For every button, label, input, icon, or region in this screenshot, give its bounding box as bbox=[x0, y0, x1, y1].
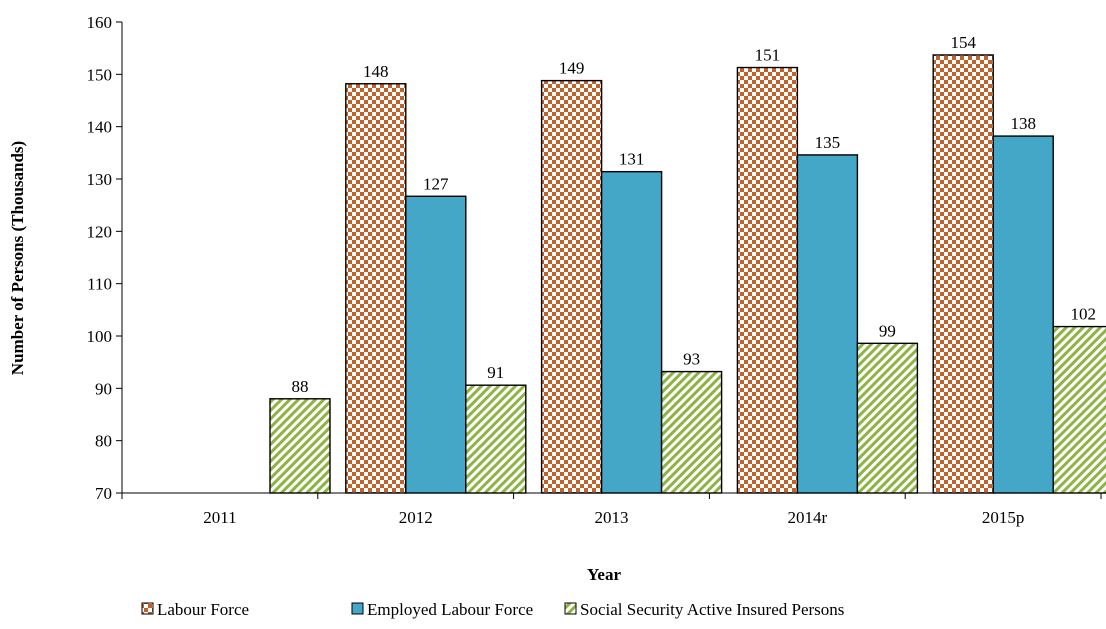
bar bbox=[465, 384, 527, 494]
x-tick-label: 2015p bbox=[982, 508, 1025, 527]
bar bbox=[660, 370, 723, 494]
y-tick-label: 140 bbox=[87, 118, 113, 137]
x-tick-label: 2013 bbox=[595, 508, 629, 527]
bar bbox=[856, 342, 919, 494]
y-tick-label: 80 bbox=[95, 432, 112, 451]
y-tick-label: 100 bbox=[87, 327, 113, 346]
legend-label: Social Security Active Insured Persons bbox=[580, 600, 844, 619]
bar bbox=[736, 66, 799, 494]
data-label: 93 bbox=[683, 350, 700, 369]
y-tick-label: 90 bbox=[95, 379, 112, 398]
y-tick-label: 160 bbox=[87, 13, 113, 32]
bar bbox=[796, 154, 859, 494]
data-label: 154 bbox=[950, 33, 976, 52]
data-label: 102 bbox=[1070, 305, 1096, 324]
data-label: 99 bbox=[879, 321, 896, 340]
bar bbox=[932, 54, 994, 494]
data-label: 91 bbox=[487, 363, 504, 382]
bar bbox=[992, 135, 1054, 494]
legend: Labour Force Employed Labour Force Social … bbox=[141, 600, 844, 619]
legend-swatch bbox=[351, 602, 364, 615]
data-label: 135 bbox=[815, 133, 841, 152]
x-tick-label: 2011 bbox=[203, 508, 236, 527]
y-tick-label: 120 bbox=[87, 222, 113, 241]
data-label: 138 bbox=[1010, 114, 1036, 133]
legend-swatch bbox=[141, 602, 154, 615]
bar bbox=[269, 398, 331, 494]
axes: 70 80 90 100 110 120 130 140 150 160 2011 2012 2013 2… bbox=[87, 13, 1102, 527]
legend-label: Labour Force bbox=[157, 600, 249, 619]
bar bbox=[405, 195, 467, 494]
data-label: 127 bbox=[423, 174, 449, 193]
y-tick-label: 150 bbox=[87, 65, 113, 84]
legend-swatch bbox=[564, 602, 577, 615]
bar bbox=[600, 170, 663, 494]
bar bbox=[345, 83, 407, 494]
bars bbox=[269, 54, 1106, 494]
data-label: 151 bbox=[755, 46, 781, 65]
data-label: 149 bbox=[559, 59, 585, 78]
y-tick-label: 70 bbox=[95, 484, 112, 503]
y-tick-label: 110 bbox=[87, 275, 112, 294]
y-axis-title: Number of Persons (Thousands) bbox=[8, 141, 27, 375]
data-label: 148 bbox=[363, 62, 389, 81]
legend-label: Employed Labour Force bbox=[367, 600, 533, 619]
x-axis-title: Year bbox=[587, 565, 621, 584]
x-tick-label: 2012 bbox=[399, 508, 433, 527]
data-labels: 148 149 151 154 127 131 135 138 88 91 93 99 102 bbox=[292, 33, 1096, 396]
y-tick-label: 130 bbox=[87, 170, 113, 189]
bar bbox=[540, 79, 603, 494]
data-label: 88 bbox=[292, 377, 309, 396]
bar bbox=[1052, 325, 1106, 494]
data-label: 131 bbox=[619, 150, 645, 169]
x-tick-label: 2014r bbox=[787, 508, 827, 527]
